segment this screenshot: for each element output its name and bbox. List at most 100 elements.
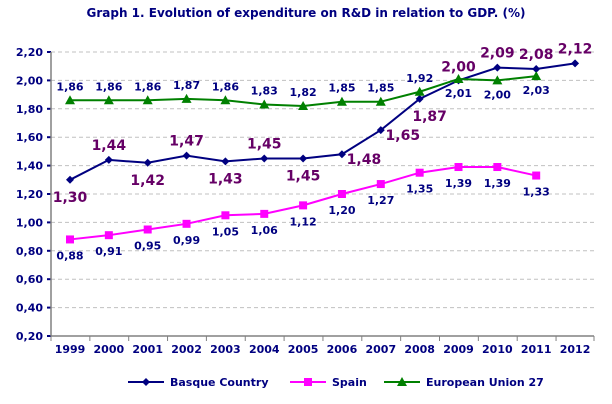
data-point-triangle: [375, 96, 386, 106]
data-point-square: [304, 378, 312, 386]
data-point-triangle: [181, 93, 192, 103]
legend-label: Spain: [332, 376, 367, 389]
y-tick-label: 1,60: [16, 131, 43, 144]
y-tick-label: 2,20: [16, 46, 43, 59]
data-label: 1,27: [367, 194, 394, 207]
data-point-diamond: [337, 150, 346, 159]
data-point-square: [376, 180, 385, 189]
data-label: 0,91: [95, 245, 122, 258]
y-tick-label: 0,60: [16, 273, 43, 286]
data-point-diamond: [532, 65, 541, 74]
x-tick-label: 2007: [365, 343, 396, 356]
data-label: 1,39: [445, 177, 472, 190]
data-point-diamond: [299, 154, 308, 163]
x-tick-label: 2010: [482, 343, 513, 356]
data-point-diamond: [415, 94, 424, 103]
y-tick-label: 1,80: [16, 103, 43, 116]
data-label: 2,00: [441, 59, 476, 75]
data-point-square: [182, 219, 191, 228]
data-label: 1,43: [208, 171, 243, 187]
data-point-diamond: [142, 378, 150, 386]
data-label: 0,88: [56, 249, 83, 262]
data-label: 2,12: [558, 41, 593, 57]
y-tick-label: 0,20: [16, 330, 43, 343]
data-point-square: [143, 225, 152, 234]
data-label: 1,45: [286, 169, 321, 185]
data-point-triangle: [397, 377, 407, 386]
data-point-triangle: [220, 95, 231, 105]
x-tick-label: 2000: [94, 343, 125, 356]
x-tick-label: 2011: [521, 343, 552, 356]
data-point-triangle: [492, 75, 503, 85]
data-point-square: [493, 163, 502, 172]
data-label: 1,86: [134, 80, 161, 93]
data-label: 1,47: [169, 134, 204, 150]
x-tick-label: 2009: [443, 343, 474, 356]
data-point-square: [260, 209, 269, 218]
data-label: 2,03: [523, 84, 550, 97]
data-label: 0,99: [173, 234, 200, 247]
data-point-triangle: [298, 100, 309, 110]
data-point-diamond: [376, 126, 385, 135]
data-label: 2,01: [445, 87, 472, 100]
data-label: 1,39: [484, 177, 511, 190]
data-label: 1,83: [251, 85, 278, 98]
data-point-triangle: [103, 95, 114, 105]
chart-title: Graph 1. Evolution of expenditure on R&D…: [86, 6, 526, 20]
data-point-triangle: [414, 86, 425, 96]
y-tick-label: 0,40: [16, 302, 43, 315]
data-point-square: [66, 235, 74, 244]
x-tick-label: 1999: [55, 343, 86, 356]
data-label: 1,30: [53, 190, 88, 206]
x-tick-label: 2001: [132, 343, 163, 356]
data-point-square: [221, 211, 230, 220]
data-point-triangle: [531, 71, 542, 81]
data-point-square: [454, 163, 463, 172]
data-point-triangle: [453, 73, 464, 83]
data-label: 1,05: [212, 225, 239, 238]
x-tick-label: 2005: [288, 343, 319, 356]
data-point-triangle: [259, 99, 270, 109]
data-point-diamond: [66, 175, 74, 184]
data-point-triangle: [336, 96, 347, 106]
data-label: 2,09: [480, 46, 515, 62]
data-label: 2,00: [484, 88, 511, 101]
data-point-diamond: [221, 157, 230, 166]
y-tick-label: 0,80: [16, 245, 43, 258]
data-point-triangle: [65, 95, 75, 105]
x-tick-label: 2006: [327, 343, 358, 356]
data-label: 1,85: [328, 82, 355, 95]
x-tick-label: 2003: [210, 343, 241, 356]
legend-label: Basque Country: [170, 376, 269, 389]
data-label: 1,92: [406, 72, 433, 85]
data-point-triangle: [142, 95, 153, 105]
y-tick-label: 1,20: [16, 188, 43, 201]
x-tick-label: 2004: [249, 343, 280, 356]
data-label: 1,48: [347, 152, 382, 168]
data-label: 1,86: [56, 80, 83, 93]
data-label: 1,33: [523, 186, 550, 199]
x-tick-label: 2002: [171, 343, 202, 356]
data-label: 1,42: [130, 173, 165, 189]
data-label: 1,87: [412, 109, 447, 125]
data-label: 1,82: [290, 86, 317, 99]
x-tick-label: 2008: [404, 343, 435, 356]
data-label: 1,65: [386, 128, 421, 144]
data-label: 1,20: [328, 204, 355, 217]
legend-label: European Union 27: [426, 376, 544, 389]
data-point-diamond: [493, 63, 502, 72]
data-point-square: [104, 231, 113, 240]
y-tick-label: 2,00: [16, 74, 43, 87]
data-point-square: [532, 171, 541, 180]
data-point-diamond: [571, 59, 580, 68]
data-point-square: [299, 201, 308, 210]
data-label: 1,45: [247, 137, 282, 153]
data-point-diamond: [104, 155, 113, 164]
data-label: 0,95: [134, 240, 161, 253]
series-line-basque-country: [69, 62, 576, 181]
x-tick-label: 2012: [560, 343, 591, 356]
data-label: 1,35: [406, 183, 433, 196]
data-label: 1,12: [290, 215, 317, 228]
